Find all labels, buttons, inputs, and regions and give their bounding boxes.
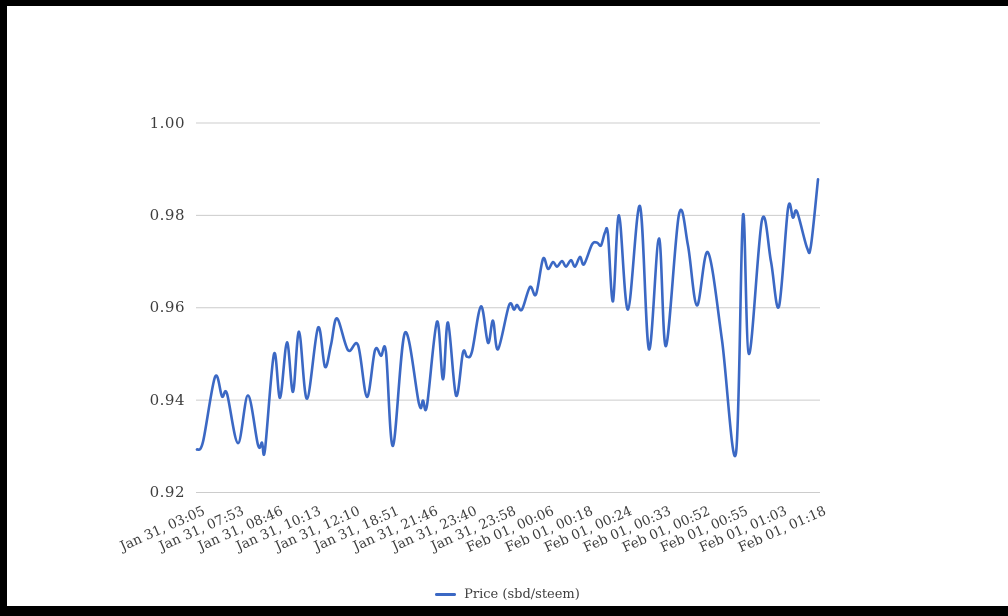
y-tick-label: 0.98 [149, 205, 185, 224]
legend-series-label: Price (sbd/steem) [464, 586, 580, 602]
chart-canvas: 1.00 0.98 0.96 0.94 0.92 Jan 31, 03:05 Jan 31… [7, 6, 1008, 606]
y-tick-label: 0.94 [149, 390, 185, 409]
price-chart: 1.00 0.98 0.96 0.94 0.92 Jan 31, 03:05 Jan 31… [7, 6, 1008, 606]
price-line-series [195, 178, 820, 458]
y-tick-label: 0.96 [149, 298, 185, 317]
price-chart-svg [195, 122, 820, 493]
y-tick-label: 0.92 [149, 483, 185, 501]
chart-legend: Price (sbd/steem) [7, 584, 1008, 604]
legend-line-swatch-icon [435, 592, 457, 596]
y-tick-label: 1.00 [149, 113, 185, 132]
